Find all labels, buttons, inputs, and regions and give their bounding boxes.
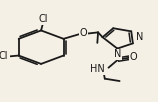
Text: O: O [79,28,87,38]
Text: N: N [136,32,143,42]
Text: HN: HN [90,64,105,74]
Text: O: O [129,52,137,62]
Text: Cl: Cl [39,14,48,24]
Text: Cl: Cl [0,52,8,62]
Text: N: N [114,49,121,59]
